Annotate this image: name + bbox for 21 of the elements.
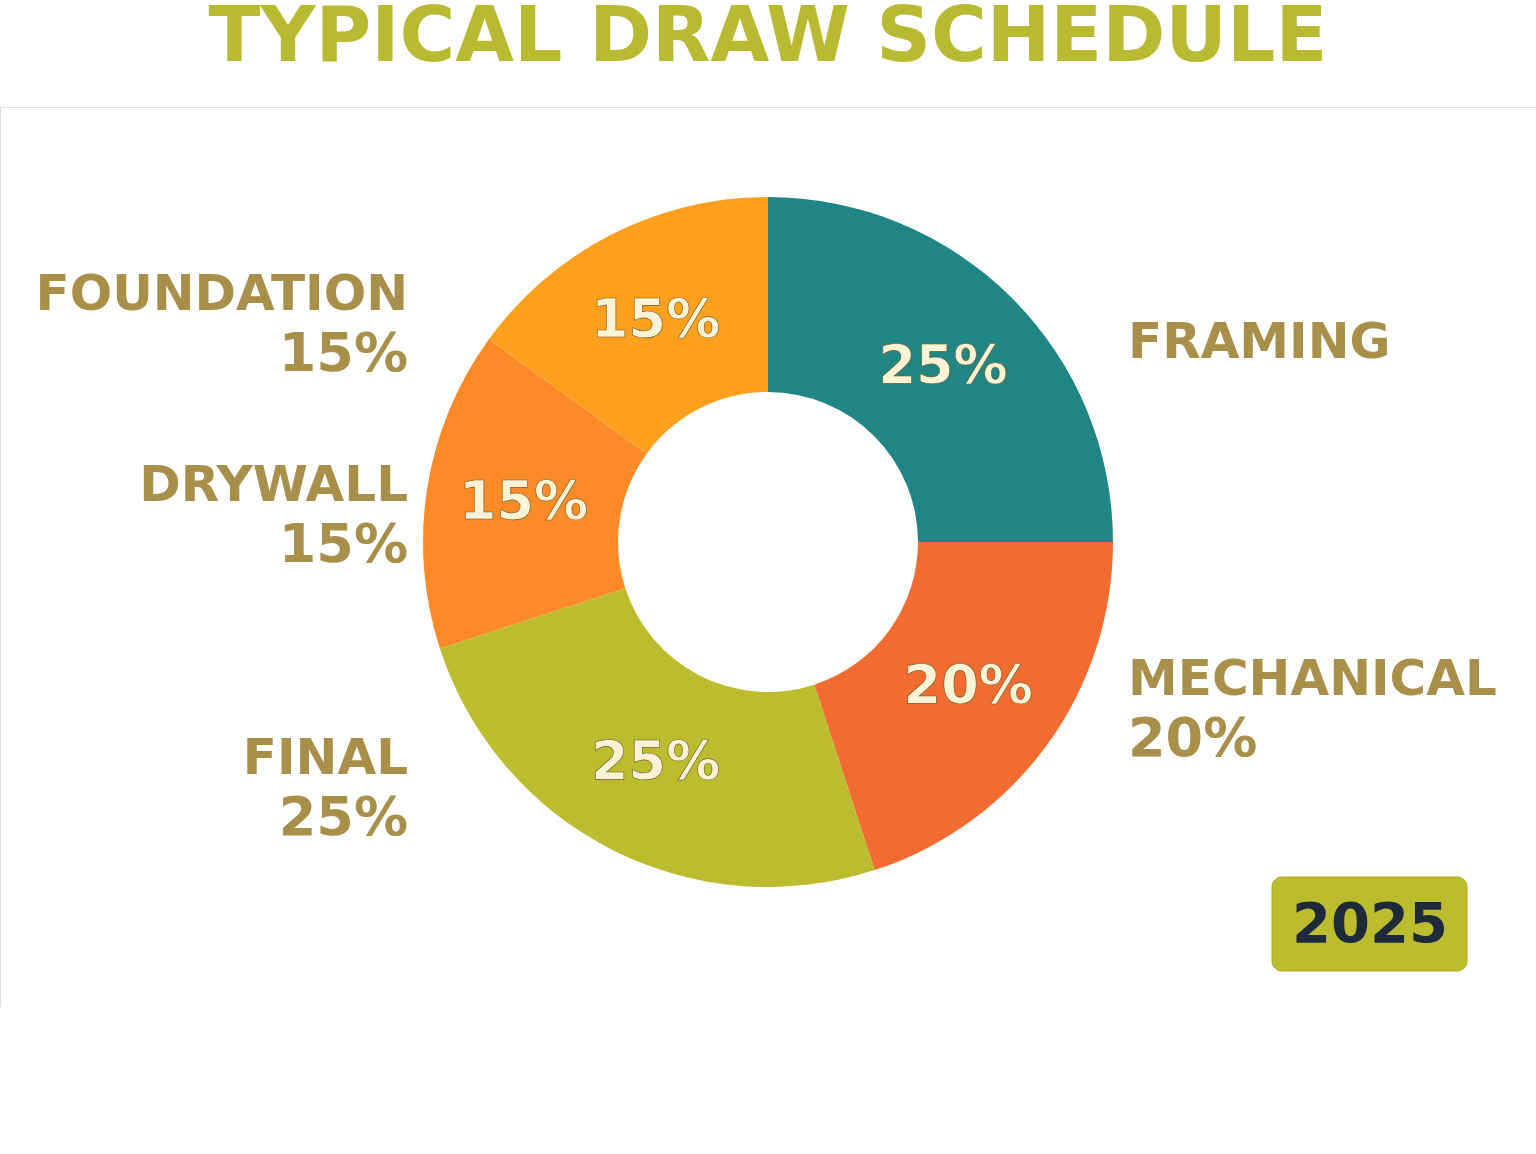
data-label: 15% (591, 287, 721, 351)
data-label: 25% (878, 332, 1008, 396)
slice-label: MECHANICAL (1128, 648, 1497, 707)
donut-slice (439, 588, 875, 887)
data-label: 25% (591, 728, 721, 792)
slice-label: FRAMING (1128, 312, 1391, 371)
data-label: 20% (903, 653, 1033, 717)
chart-title: TYPICAL DRAW SCHEDULE (208, 0, 1328, 79)
slice-label: DRYWALL (139, 455, 408, 514)
data-label: 15% (458, 469, 589, 533)
slice-label: FINAL (242, 727, 408, 786)
donut-slice (814, 542, 1113, 871)
text: 15% (278, 321, 408, 385)
donut-slice (768, 197, 1113, 542)
slice-label: FOUNDATION (35, 264, 408, 323)
text: 25% (278, 784, 408, 848)
text: 2025 (1292, 890, 1448, 955)
donut-slice (423, 339, 647, 649)
donut-slice (488, 197, 768, 454)
text: 20% (1128, 705, 1258, 769)
text: 15% (278, 512, 408, 576)
